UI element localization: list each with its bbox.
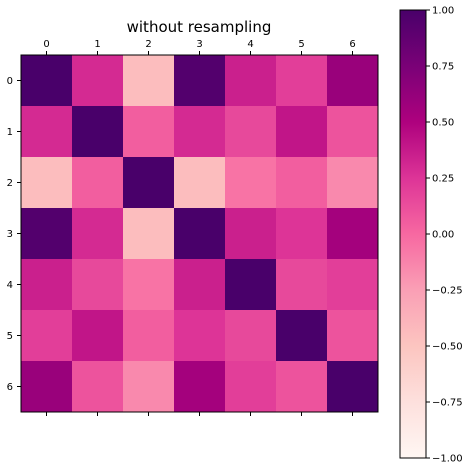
heatmap-cell-3-5: [276, 208, 328, 260]
heatmap-cell-4-3: [174, 259, 226, 311]
x-tick-label: 2: [145, 39, 151, 50]
colorbar-tick-label: 0.25: [432, 174, 454, 185]
colorbar-tick-label: 0.00: [432, 230, 454, 241]
heatmap-cell-2-4: [225, 157, 277, 209]
heatmap-cell-6-0: [21, 361, 73, 413]
heatmap-cell-0-2: [123, 55, 175, 107]
y-tick-label: 0: [7, 76, 13, 87]
heatmap-cell-4-6: [327, 259, 379, 311]
heatmap-cell-4-1: [72, 259, 124, 311]
heatmap-cell-3-6: [327, 208, 379, 260]
colorbar: [399, 9, 427, 459]
colorbar-tick-label: 1.00: [432, 6, 454, 17]
heatmap-cell-6-1: [72, 361, 124, 413]
heatmap-cell-1-3: [174, 106, 226, 158]
heatmap-cell-6-6: [327, 361, 379, 413]
heatmap-cell-2-3: [174, 157, 226, 209]
y-tick-label: 6: [7, 382, 13, 393]
heatmap-cell-3-3: [174, 208, 226, 260]
x-tick-label: 6: [349, 39, 355, 50]
heatmap-cell-2-2: [123, 157, 175, 209]
heatmap-cell-1-2: [123, 106, 175, 158]
y-tick-label: 3: [7, 229, 13, 240]
heatmap-cell-3-4: [225, 208, 277, 260]
heatmap-cell-4-5: [276, 259, 328, 311]
heatmap-cell-6-3: [174, 361, 226, 413]
colorbar-tick-label: −0.75: [432, 398, 463, 409]
heatmap-cell-0-3: [174, 55, 226, 107]
heatmap-cell-4-4: [225, 259, 277, 311]
heatmap-cell-1-6: [327, 106, 379, 158]
heatmap-cells: [21, 55, 379, 413]
heatmap-cell-4-2: [123, 259, 175, 311]
heatmap-cell-6-5: [276, 361, 328, 413]
heatmap-cell-2-6: [327, 157, 379, 209]
heatmap-cell-3-2: [123, 208, 175, 260]
heatmap-cell-1-4: [225, 106, 277, 158]
heatmap-cell-4-0: [21, 259, 73, 311]
heatmap-cell-0-1: [72, 55, 124, 107]
heatmap-cell-5-2: [123, 310, 175, 362]
y-tick-label: 1: [7, 127, 13, 138]
colorbar-tick-label: −1.00: [432, 454, 463, 465]
heatmap-cell-5-0: [21, 310, 73, 362]
y-tick-label: 4: [7, 280, 13, 291]
y-axis-ticks: 0 1 2 3 4 5 6: [7, 76, 21, 393]
heatmap-cell-5-4: [225, 310, 277, 362]
heatmap-cell-2-0: [21, 157, 73, 209]
heatmap-cell-5-1: [72, 310, 124, 362]
x-tick-label: 3: [196, 39, 202, 50]
chart-title: without resampling: [127, 18, 272, 36]
colorbar-tick-label: 0.75: [432, 62, 454, 73]
colorbar-tick-label: −0.50: [432, 342, 463, 353]
x-tick-label: 5: [298, 39, 304, 50]
heatmap-cell-5-5: [276, 310, 328, 362]
x-tick-label: 1: [94, 39, 100, 50]
heatmap-cell-1-0: [21, 106, 73, 158]
y-tick-label: 5: [7, 331, 13, 342]
heatmap-cell-5-3: [174, 310, 226, 362]
heatmap-cell-6-2: [123, 361, 175, 413]
x-tick-label: 4: [247, 39, 253, 50]
heatmap-cell-0-6: [327, 55, 379, 107]
heatmap-cell-2-5: [276, 157, 328, 209]
heatmap-cell-0-5: [276, 55, 328, 107]
heatmap-cell-3-0: [21, 208, 73, 260]
heatmap-cell-1-1: [72, 106, 124, 158]
colorbar-ticks: 1.00 0.75 0.50 0.25 0.00 −0.25 −0.50 −0.75 −1.00: [426, 6, 463, 465]
y-tick-label: 2: [7, 178, 13, 189]
colorbar-tick-label: 0.50: [432, 118, 454, 129]
heatmap-cell-1-5: [276, 106, 328, 158]
heatmap-cell-5-6: [327, 310, 379, 362]
heatmap-cell-6-4: [225, 361, 277, 413]
heatmap-cell-2-1: [72, 157, 124, 209]
x-tick-label: 0: [43, 39, 49, 50]
heatmap-cell-3-1: [72, 208, 124, 260]
x-axis-ticks: 0 1 2 3 4 5 6: [43, 39, 356, 416]
colorbar-tick-label: −0.25: [432, 286, 463, 297]
heatmap-cell-0-0: [21, 55, 73, 107]
heatmap-cell-0-4: [225, 55, 277, 107]
